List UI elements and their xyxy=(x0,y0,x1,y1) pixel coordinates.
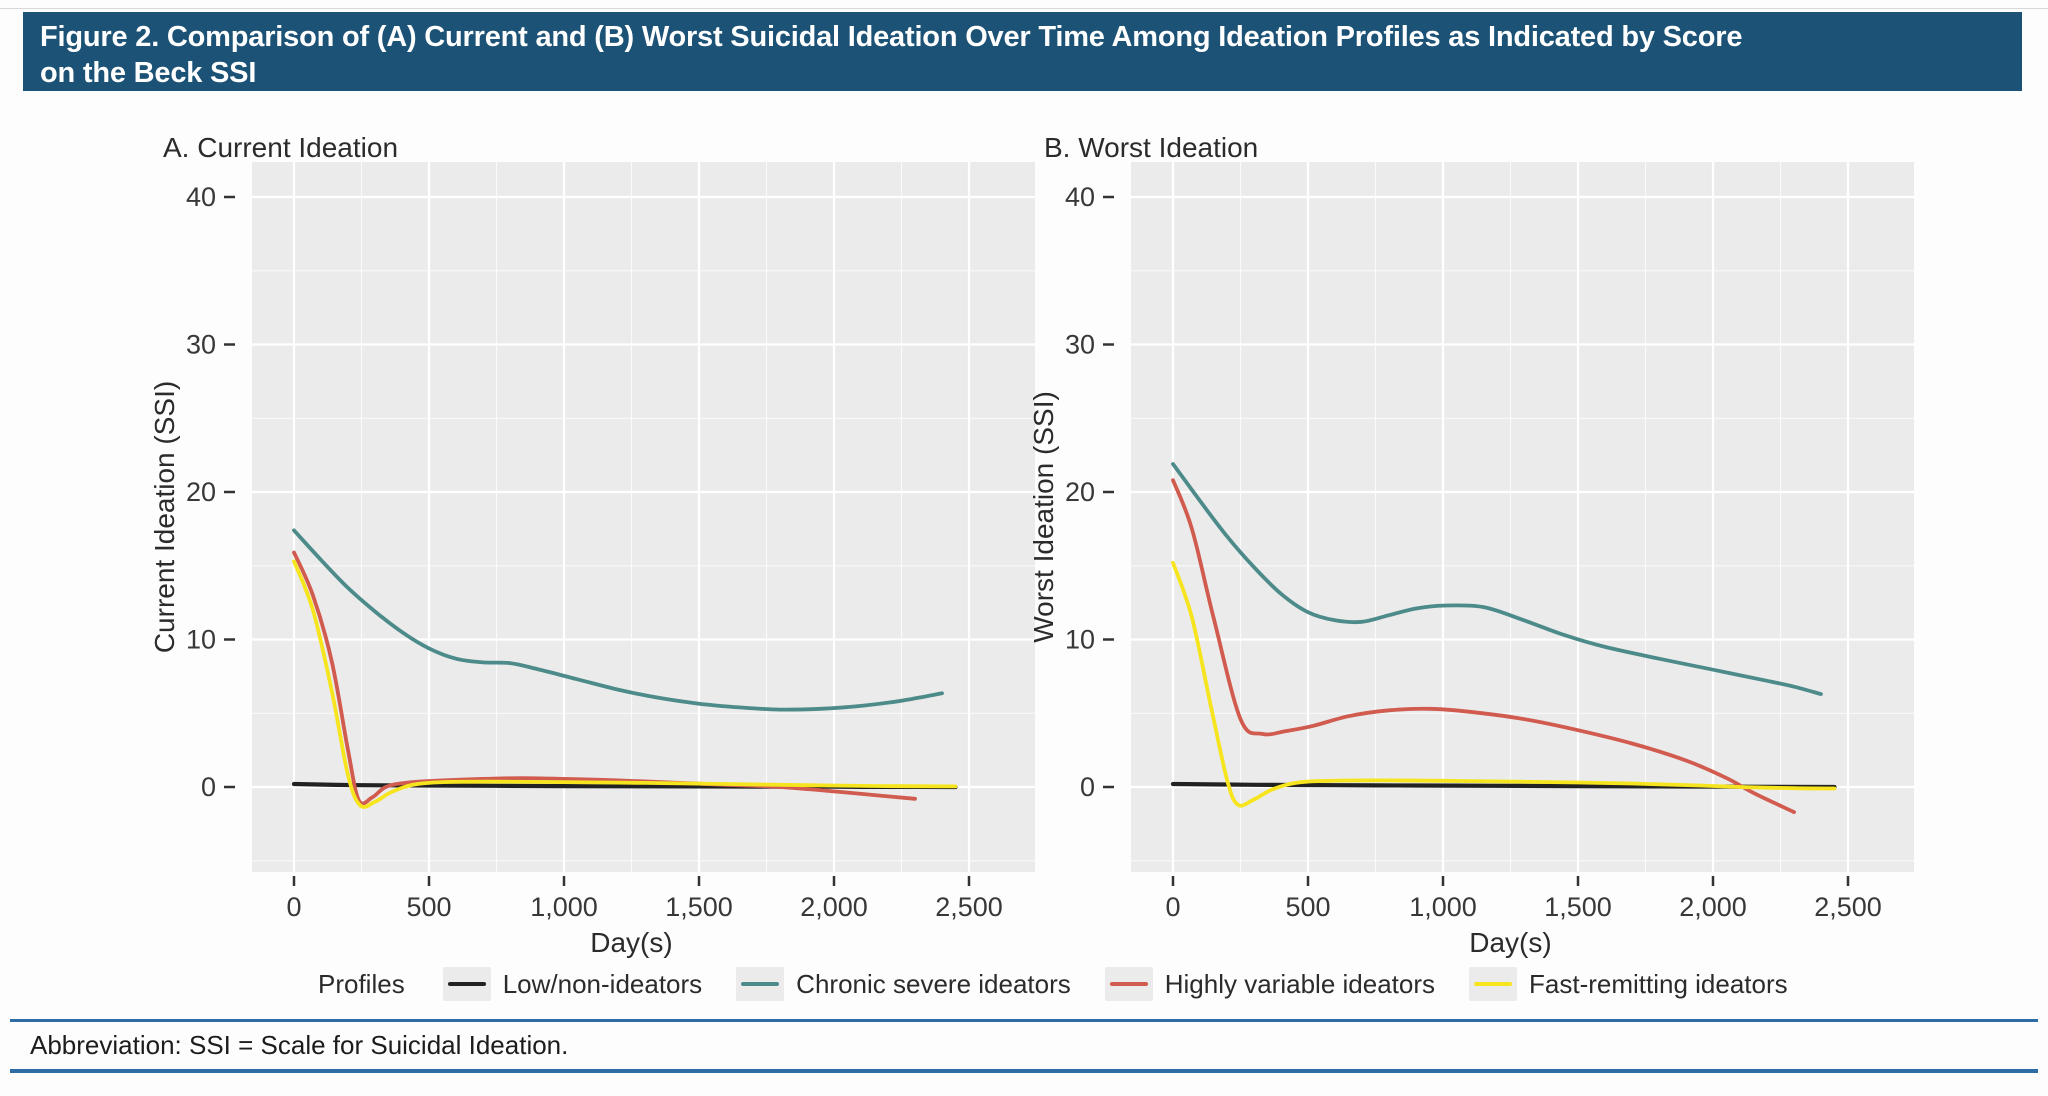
y-axis-label: Current Ideation (SSI) xyxy=(149,381,180,653)
y-tick-label: 0 xyxy=(1080,772,1095,802)
series-line-highly-variable-ideators xyxy=(292,550,917,806)
x-tick-label: 1,000 xyxy=(530,892,598,922)
x-tick-label: 0 xyxy=(286,892,301,922)
legend-key-swatch xyxy=(1469,967,1517,1001)
y-tick-label: 40 xyxy=(186,182,216,212)
legend-key-swatch xyxy=(1104,967,1153,1001)
axis-ticks: 0 10 20 30 40 0 500 1,000 1,500 2,000 2,500 xyxy=(1065,182,1882,922)
x-tick-label: 500 xyxy=(1285,892,1330,922)
series-line-fast-remitting-ideators xyxy=(1171,560,1837,808)
y-tick-label: 10 xyxy=(186,625,216,655)
x-tick-label: 2,000 xyxy=(800,892,868,922)
x-tick-label: 1,500 xyxy=(665,892,733,922)
x-tick-label: 0 xyxy=(1165,892,1180,922)
x-tick-label: 2,500 xyxy=(935,892,1003,922)
legend-item-label: Chronic severe ideators xyxy=(796,968,1071,999)
figure-title: Figure 2. Comparison of (A) Current and … xyxy=(23,12,2022,91)
y-tick-label: 20 xyxy=(186,477,216,507)
x-axis-label: Day(s) xyxy=(590,927,672,958)
x-tick-label: 2,000 xyxy=(1679,892,1747,922)
x-tick-label: 500 xyxy=(406,892,451,922)
figure-title-line2: on the Beck SSI xyxy=(40,57,257,89)
panel-a-title: A. Current Ideation xyxy=(163,132,399,163)
axis-ticks: 0 10 20 30 40 0 500 1,000 1,500 2,000 2,500 xyxy=(186,182,1003,922)
legend-item-label: Low/non-ideators xyxy=(502,968,703,999)
series-line-chronic-severe-ideators xyxy=(1171,462,1823,696)
y-tick-label: 20 xyxy=(1065,477,1095,507)
legend-item-low-non-ideators: Low/non-ideators xyxy=(442,967,703,1001)
legend-item-label: Fast-remitting ideators xyxy=(1529,968,1788,999)
abbreviation-note: Abbreviation: SSI = Scale for Suicidal I… xyxy=(30,1030,569,1060)
legend-title: Profiles xyxy=(318,968,405,999)
x-tick-label: 1,000 xyxy=(1409,892,1477,922)
x-tick-label: 1,500 xyxy=(1544,892,1612,922)
series-lines xyxy=(291,528,958,809)
y-tick-label: 10 xyxy=(1065,625,1095,655)
plot-background xyxy=(1131,162,1914,872)
y-axis-label: Worst Ideation (SSI) xyxy=(1028,391,1059,643)
y-tick-label: 30 xyxy=(1065,330,1095,360)
series-lines xyxy=(1170,462,1837,814)
legend-item-chronic-severe-ideators: Chronic severe ideators xyxy=(736,967,1071,1001)
top-hairline xyxy=(0,8,2048,9)
x-tick-label: 2,500 xyxy=(1814,892,1882,922)
chart-legend: Profiles Low/non-ideators Chronic severe i… xyxy=(318,962,1788,1006)
figure-title-line1: Figure 2. Comparison of (A) Current and … xyxy=(40,21,1743,53)
legend-key-swatch xyxy=(442,967,491,1001)
figure-title-bar: Figure 2. Comparison of (A) Current and … xyxy=(23,12,2022,91)
chart-worst-ideation: 0 10 20 30 40 0 500 1,000 1,500 2,000 2,500 Day(s) W… xyxy=(1028,162,1914,958)
y-tick-label: 40 xyxy=(1065,182,1095,212)
panel-b-title: B. Worst Ideation xyxy=(1044,132,1259,163)
x-axis-label: Day(s) xyxy=(1469,927,1551,958)
legend-key-swatch xyxy=(736,967,785,1001)
footer-rule-bottom xyxy=(10,1069,2038,1073)
y-tick-label: 0 xyxy=(201,772,216,802)
y-tick-label: 30 xyxy=(186,330,216,360)
series-line-highly-variable-ideators xyxy=(1171,478,1796,814)
chart-current-ideation: 0 10 20 30 40 0 500 1,000 1,500 2,000 2,500 Day(s) C… xyxy=(149,162,1035,958)
legend-item-label: Highly variable ideators xyxy=(1164,968,1435,999)
series-line-chronic-severe-ideators xyxy=(292,528,944,712)
legend-item-highly-variable-ideators: Highly variable ideators xyxy=(1104,967,1435,1001)
legend-item-fast-remitting-ideators: Fast-remitting ideators xyxy=(1469,967,1788,1001)
plot-background xyxy=(252,162,1035,872)
footer-rule-top xyxy=(10,1019,2038,1022)
series-line-fast-remitting-ideators xyxy=(292,559,958,809)
